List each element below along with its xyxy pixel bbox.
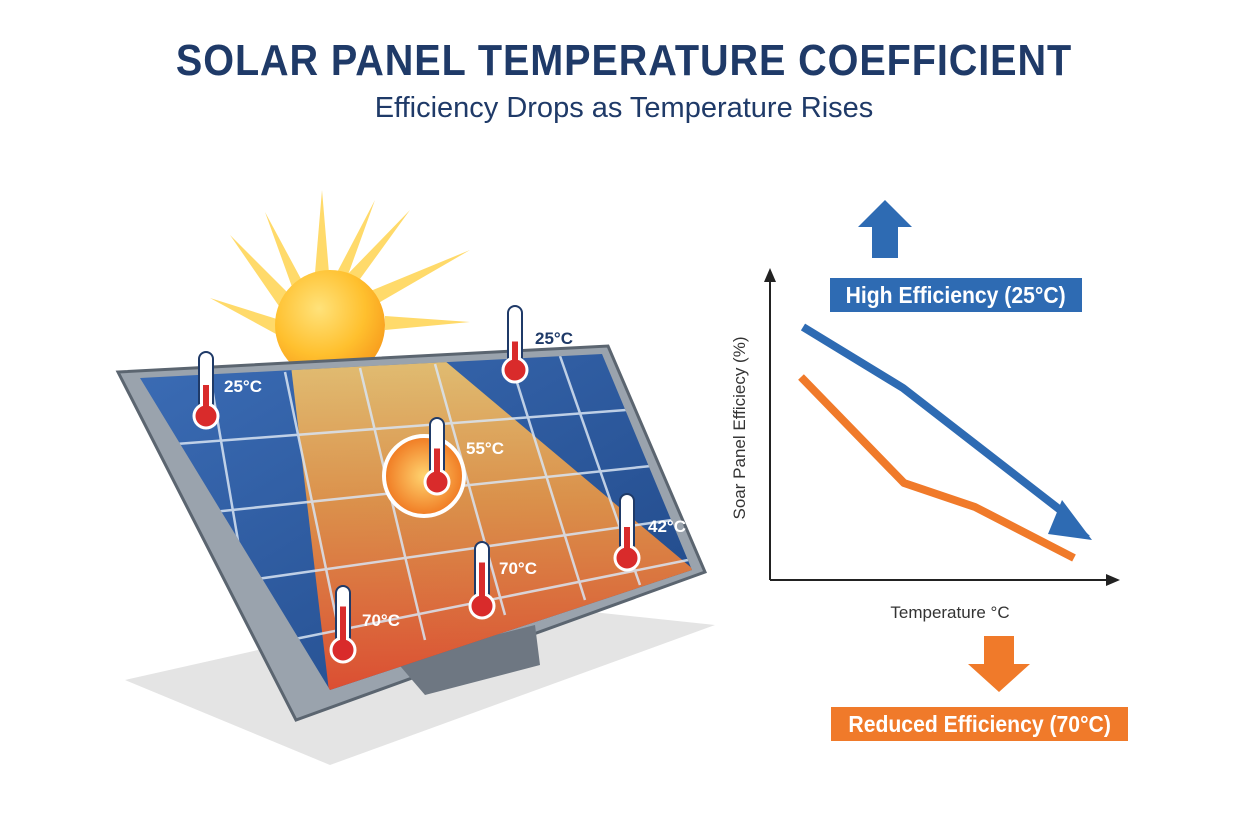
thermometer-icon [423, 417, 451, 496]
efficiency-chart: Soar Panel Efficiecy (%) Temperature °C [730, 200, 1120, 692]
panel-stand [395, 625, 540, 695]
reduced-efficiency-badge: Reduced Efficiency (70°C) [831, 707, 1128, 741]
thermometer-icon [501, 305, 529, 384]
thermometer-label: 70°C [499, 559, 537, 578]
thermometer-label: 25°C [535, 329, 573, 348]
hot-spot-ring [382, 434, 466, 518]
thermometer-icon [613, 493, 641, 572]
sun-rays [210, 190, 470, 334]
panel-cell-grid [175, 355, 689, 671]
high-efficiency-badge: High Efficiency (25°C) [830, 278, 1082, 312]
down-arrow-icon [968, 636, 1030, 692]
blue-arrowhead-fill [1048, 500, 1092, 540]
thermometer-icon [468, 541, 496, 620]
thermometer-label: 25°C [224, 377, 262, 396]
thermometer-icon [329, 585, 357, 664]
efficiency-line-orange [798, 374, 1076, 562]
x-axis-arrow [1106, 574, 1120, 586]
y-axis-arrow [764, 268, 776, 282]
sun [275, 270, 385, 380]
x-axis-label: Temperature °C [890, 603, 1009, 622]
thermometer-icon [192, 351, 220, 430]
page-subtitle: Efficiency Drops as Temperature Rises [374, 92, 874, 124]
thermometer-label: 42°C [648, 517, 686, 536]
thermometer-label: 70°C [362, 611, 400, 630]
thermometer-label: 55°C [466, 439, 504, 458]
up-arrow-icon [858, 200, 912, 258]
efficiency-line-blue [800, 323, 1071, 520]
y-axis-label: Soar Panel Efficiecy (%) [730, 337, 749, 520]
heat-beam [288, 354, 692, 690]
page-title: SOLAR PANEL TEMPERATURE COEFFICIENT [175, 36, 1073, 85]
